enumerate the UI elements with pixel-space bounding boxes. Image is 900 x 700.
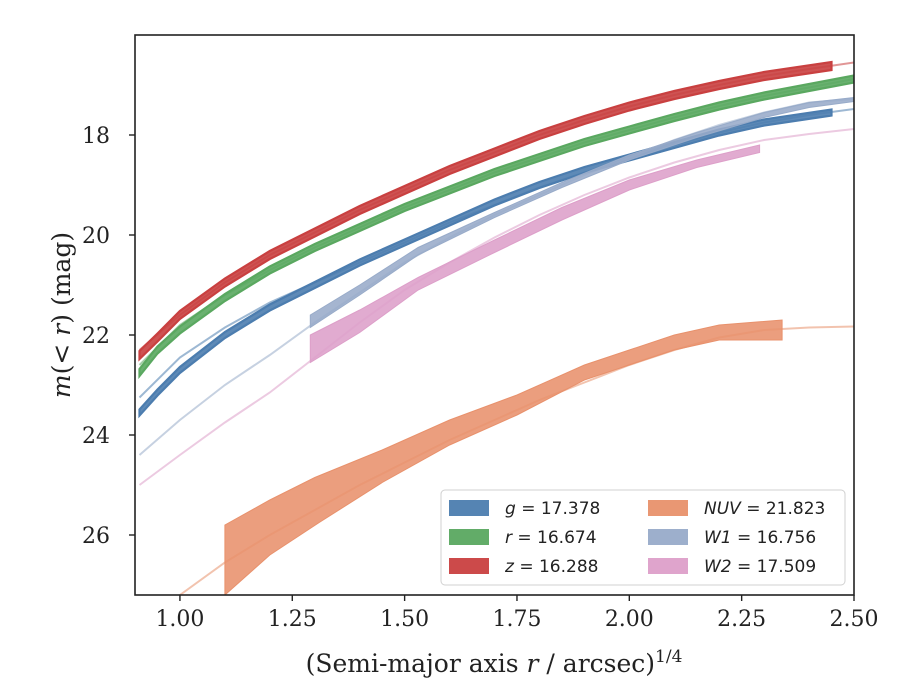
series-r	[138, 74, 854, 380]
legend-swatch-g	[449, 500, 489, 516]
series-nuv-band	[224, 319, 783, 595]
series-g-band	[138, 108, 833, 419]
series-z	[138, 60, 854, 362]
legend-swatch-w1	[648, 529, 688, 545]
y-tick-label: 22	[82, 324, 110, 349]
legend-label-w1: W1 = 16.756	[704, 528, 816, 548]
series-z-fit-line	[138, 61, 854, 351]
legend-label-g: g = 17.378	[505, 499, 600, 519]
legend-swatch-w2	[648, 558, 688, 574]
x-tick-label: 1.00	[155, 607, 204, 632]
y-tick-label: 24	[82, 424, 110, 449]
y-axis-label: m(< r) (mag)	[47, 232, 76, 398]
legend-swatch-r	[449, 529, 489, 545]
legend-frame	[440, 489, 846, 586]
series-g	[138, 108, 854, 419]
legend-label-r: r = 16.674	[505, 528, 597, 548]
y-tick-label: 20	[82, 224, 110, 249]
x-tick-label: 1.50	[380, 607, 429, 632]
legend-swatch-nuv	[648, 500, 688, 516]
series-w1	[138, 96, 854, 456]
x-tick-label: 2.25	[717, 607, 766, 632]
x-tick-label: 2.50	[830, 607, 879, 632]
x-tick-label: 2.00	[605, 607, 654, 632]
series-z-band	[138, 60, 833, 362]
x-tick-label: 1.75	[492, 607, 541, 632]
x-tick-label: 1.25	[268, 607, 317, 632]
x-axis-label: (Semi-major axis r / arcsec)1/4	[306, 647, 683, 678]
y-tick-label: 26	[82, 524, 110, 549]
series-r-band	[138, 74, 854, 380]
legend-swatch-z	[449, 558, 489, 574]
series-w2-fit-line	[138, 128, 854, 486]
series-w1-band	[309, 96, 854, 329]
legend-label-z: z = 16.288	[504, 557, 598, 577]
legend-label-nuv: NUV = 21.823	[704, 499, 825, 519]
series-w2-band	[309, 144, 761, 364]
series-nuv	[179, 319, 854, 595]
legend-label-w2: W2 = 17.509	[704, 557, 816, 577]
plot-frame	[134, 34, 855, 596]
y-tick-label: 18	[82, 124, 110, 149]
series-w2	[138, 128, 854, 486]
legend: g = 17.378 r = 16.674 z = 16.288 NUV = 21.8…	[440, 489, 846, 586]
axis-ticks: 1.00 1.25 1.50 1.75 2.00 2.25 2.50 18 20 22 24 26	[82, 124, 878, 632]
plot-area	[138, 60, 854, 595]
